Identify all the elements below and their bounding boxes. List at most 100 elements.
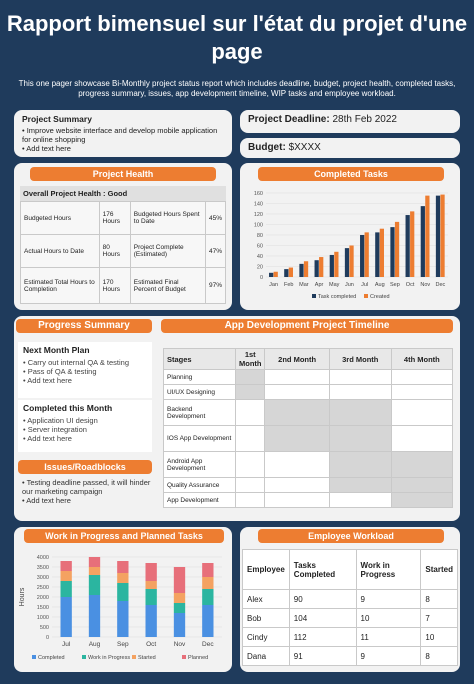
timeline-col: Stages bbox=[163, 348, 236, 370]
timeline-bar bbox=[390, 451, 454, 478]
bar bbox=[349, 245, 354, 277]
legend-label: Completed bbox=[38, 655, 65, 661]
x-tick-label: Oct bbox=[406, 282, 415, 288]
timeline-bar bbox=[234, 384, 266, 400]
timeline-bar bbox=[390, 492, 454, 508]
y-tick-label: 0 bbox=[260, 275, 263, 281]
health-cell: Estimated Total Hours to Completion bbox=[20, 267, 100, 304]
completed-month-block: Completed this Month Application UI desi… bbox=[18, 400, 152, 452]
summary-item: Add text here bbox=[22, 144, 224, 153]
legend-label: Task completed bbox=[318, 294, 356, 300]
y-tick-label: 2500 bbox=[37, 585, 49, 591]
timeline-col: 1st Month bbox=[234, 348, 266, 370]
bar bbox=[273, 271, 278, 277]
workload-cell: 7 bbox=[420, 608, 458, 628]
timeline-heading: App Development Project Timeline bbox=[161, 319, 453, 333]
x-tick-label: Mar bbox=[299, 282, 309, 288]
next-month-item: Add text here bbox=[23, 376, 147, 385]
stacked-bar-segment bbox=[173, 593, 186, 603]
x-tick-label: Oct bbox=[146, 641, 156, 648]
timeline-col: 4th Month bbox=[390, 348, 454, 370]
timeline-bar bbox=[328, 451, 392, 478]
legend-swatch bbox=[364, 294, 368, 298]
x-tick-label: Jul bbox=[62, 641, 71, 648]
y-tick-label: 120 bbox=[254, 212, 263, 218]
workload-cell: Bob bbox=[242, 608, 290, 628]
timeline-bar bbox=[328, 399, 392, 426]
health-cell: Project Complete (Estimated) bbox=[129, 234, 206, 268]
x-tick-label: Jan bbox=[269, 282, 278, 288]
stacked-bar-segment bbox=[88, 567, 101, 575]
legend-label: Planned bbox=[188, 655, 208, 661]
stacked-bar-segment bbox=[88, 595, 101, 637]
health-cell: 170 Hours bbox=[98, 267, 131, 304]
timeline-bar bbox=[234, 369, 266, 385]
health-table: Budgeted Hours 176 Hours Budgeted Hours Sp… bbox=[20, 201, 227, 304]
health-cell: Estimated Final Percent of Budget bbox=[129, 267, 206, 304]
x-tick-label: Dec bbox=[436, 282, 446, 288]
timeline-stage: UI/UX Designing bbox=[163, 384, 236, 400]
legend-swatch bbox=[182, 655, 186, 659]
stacked-bar-segment bbox=[202, 577, 214, 589]
bar bbox=[288, 267, 293, 277]
x-tick-label: Jun bbox=[345, 282, 354, 288]
page-title: Rapport bimensuel sur l'état du projet d… bbox=[6, 11, 468, 64]
timeline-bar bbox=[328, 425, 392, 452]
stacked-bar-segment bbox=[173, 603, 186, 613]
completed-tasks-heading: Completed Tasks bbox=[258, 167, 444, 181]
stacked-bar-segment bbox=[117, 583, 129, 601]
completed-month-item: Server integration bbox=[23, 425, 147, 434]
project-summary-card: Project Summary Improve website interfac… bbox=[14, 110, 232, 157]
health-cell: 45% bbox=[204, 201, 227, 235]
completed-month-item: Application UI design bbox=[23, 416, 147, 425]
bar bbox=[319, 257, 324, 277]
timeline-stage: Android App Development bbox=[163, 451, 236, 478]
timeline-stage: Planning bbox=[163, 369, 236, 385]
timeline-stage: App Development bbox=[163, 492, 236, 508]
budget-card: Budget: $XXXX bbox=[240, 138, 460, 158]
y-tick-label: 1000 bbox=[37, 615, 49, 621]
x-tick-label: Aug bbox=[375, 282, 385, 288]
wip-chart: 0 500 1000 1500 2000 2500 3000 3500 4000 Hours Jul… bbox=[19, 555, 222, 661]
x-tick-label: Jul bbox=[361, 282, 368, 288]
stacked-bar-segment bbox=[202, 605, 214, 637]
stacked-bar-segment bbox=[60, 581, 72, 597]
bar bbox=[303, 261, 309, 277]
legend-label: Created bbox=[370, 294, 390, 300]
y-tick-label: 60 bbox=[257, 244, 263, 250]
workload-cell: 9 bbox=[355, 646, 422, 666]
bar bbox=[390, 227, 395, 277]
legend-label: Work in Progress bbox=[88, 655, 130, 661]
y-tick-label: 3500 bbox=[37, 565, 49, 571]
stacked-bar-segment bbox=[60, 597, 72, 637]
workload-cell: 90 bbox=[288, 589, 357, 609]
progress-summary-heading: Progress Summary bbox=[16, 319, 152, 333]
stacked-bar-segment bbox=[145, 589, 157, 605]
health-cell: 176 Hours bbox=[98, 201, 131, 235]
workload-cell: 91 bbox=[288, 646, 357, 666]
workload-cell: 8 bbox=[420, 589, 458, 609]
workload-col: Tasks Completed bbox=[288, 549, 357, 590]
y-axis-label: Hours bbox=[19, 587, 26, 606]
x-tick-label: Feb bbox=[284, 282, 293, 288]
employee-workload-card: Employee Workload Employee Tasks Complet… bbox=[240, 527, 460, 672]
x-tick-label: Nov bbox=[174, 641, 186, 648]
stacked-bar-segment bbox=[60, 561, 72, 571]
stacked-bar-segment bbox=[202, 589, 214, 605]
legend-swatch bbox=[312, 294, 316, 298]
bar bbox=[440, 194, 445, 277]
completed-tasks-chart: 0 20 40 60 80 100 120 140 160 Jan Feb Mar Apr May Jun J… bbox=[254, 191, 448, 300]
stacked-bar-segment bbox=[202, 563, 214, 577]
health-cell: Budgeted Hours Spent to Date bbox=[129, 201, 206, 235]
y-tick-label: 80 bbox=[257, 233, 263, 239]
bar bbox=[435, 195, 441, 277]
x-tick-label: Aug bbox=[89, 641, 101, 648]
deadline-value: 28th Feb 2022 bbox=[332, 114, 397, 125]
workload-cell: 9 bbox=[355, 589, 422, 609]
project-summary-heading: Project Summary bbox=[22, 114, 92, 124]
legend-swatch bbox=[132, 655, 136, 659]
y-tick-label: 100 bbox=[254, 223, 263, 229]
x-tick-label: Nov bbox=[420, 282, 430, 288]
bar bbox=[314, 260, 319, 277]
issues-heading: Issues/Roadblocks bbox=[18, 460, 152, 474]
